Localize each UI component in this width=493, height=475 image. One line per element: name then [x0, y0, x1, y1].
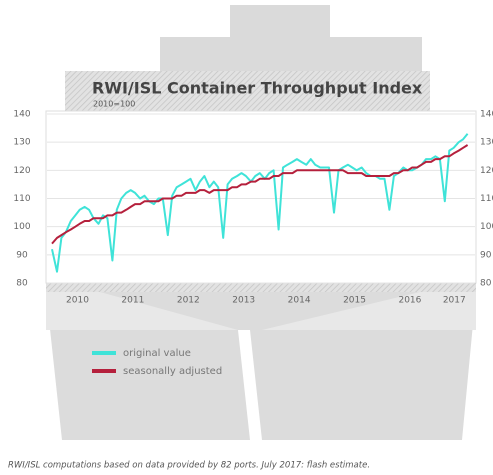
y-tick-label-right: 140 [480, 110, 493, 120]
hull-wedge [46, 292, 238, 330]
y-tick-label: 120 [13, 166, 30, 176]
y-tick-label-right: 120 [480, 166, 493, 176]
footnote: RWI/ISL computations based on data provi… [8, 461, 370, 471]
x-axis-band [46, 283, 476, 292]
x-tick-label: 2016 [398, 296, 421, 306]
ship-deck [160, 37, 422, 71]
x-tick-label: 2011 [121, 296, 144, 306]
hull-wedge [262, 292, 476, 330]
title-banner [65, 71, 430, 111]
series-line [51, 144, 469, 245]
x-tick-label: 2012 [177, 296, 200, 306]
y-tick-label-right: 100 [480, 222, 493, 232]
legend-label: seasonally adjusted [123, 366, 222, 377]
x-tick-label: 2015 [343, 296, 366, 306]
x-tick-label: 2017 [443, 296, 466, 306]
y-tick-label: 130 [13, 138, 30, 148]
x-tick-label: 2010 [66, 296, 89, 306]
hull-stripe [238, 330, 262, 440]
y-tick-label: 100 [13, 222, 30, 232]
y-tick-label: 90 [16, 250, 28, 260]
y-tick-label: 110 [13, 194, 30, 204]
legend-label: original value [123, 348, 191, 359]
y-tick-label: 140 [13, 110, 30, 120]
ship-funnel [230, 5, 330, 37]
y-tick-label-right: 90 [480, 250, 492, 260]
plot-area [45, 110, 477, 284]
chart-subtitle: 2010=100 [93, 100, 135, 109]
y-tick-label-right: 80 [480, 279, 492, 289]
x-tick-label: 2014 [288, 296, 311, 306]
y-tick-label-right: 130 [480, 138, 493, 148]
y-tick-label-right: 110 [480, 194, 493, 204]
x-tick-label: 2013 [232, 296, 255, 306]
chart-title: RWI/ISL Container Throughput Index [92, 79, 423, 98]
y-tick-label: 80 [16, 279, 28, 289]
